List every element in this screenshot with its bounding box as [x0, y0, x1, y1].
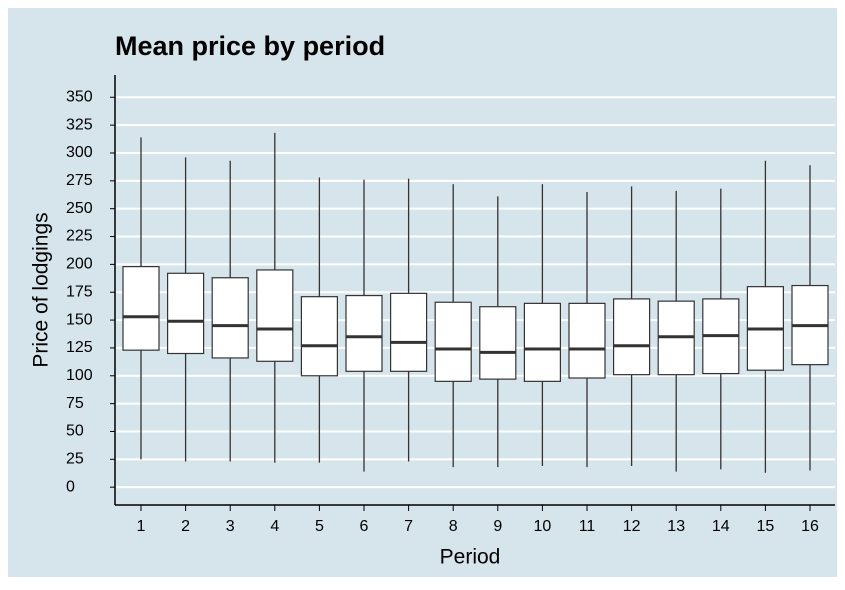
box [211, 277, 249, 359]
x-tick-label: 5 [315, 518, 324, 535]
y-tick-label: 325 [66, 116, 93, 133]
x-tick-label: 13 [667, 518, 685, 535]
box [479, 306, 517, 380]
y-tick-label: 300 [66, 144, 93, 161]
box [256, 269, 294, 362]
x-tick-label: 8 [449, 518, 458, 535]
box [612, 298, 651, 376]
x-tick-label: 15 [757, 518, 775, 535]
box [568, 302, 606, 379]
y-tick-label: 0 [66, 478, 75, 495]
x-tick-label: 12 [623, 518, 641, 535]
x-tick-label: 10 [534, 518, 552, 535]
y-tick-label: 50 [66, 423, 84, 440]
box [167, 272, 205, 355]
y-tick-label: 100 [66, 367, 93, 384]
x-tick-label: 1 [137, 518, 146, 535]
box [122, 266, 160, 351]
x-axis-label: Period [440, 546, 501, 569]
box [523, 302, 562, 382]
y-tick-label: 75 [66, 395, 84, 412]
box [434, 301, 472, 382]
x-tick-label: 7 [404, 518, 413, 535]
y-tick-label: 200 [66, 256, 93, 273]
x-tick-label: 3 [226, 518, 235, 535]
x-tick-label: 9 [493, 518, 502, 535]
y-tick-label: 350 [66, 88, 93, 105]
chart-title: Mean price by period [115, 31, 385, 61]
y-tick-label: 125 [66, 339, 93, 356]
x-tick-label: 2 [181, 518, 190, 535]
y-tick-label: 175 [66, 283, 93, 300]
y-tick-label: 275 [66, 172, 93, 189]
x-tick-label: 16 [801, 518, 819, 535]
y-tick-label: 225 [66, 228, 93, 245]
box [390, 292, 428, 372]
y-axis-label: Price of lodgings [30, 212, 53, 367]
x-tick-label: 11 [579, 518, 596, 535]
box [345, 294, 383, 372]
box [300, 296, 338, 377]
y-tick-label: 25 [66, 451, 84, 468]
x-tick-label: 14 [712, 518, 730, 535]
x-tick-label: 4 [270, 518, 279, 535]
y-tick-label: 250 [66, 200, 93, 217]
y-tick-label: 150 [66, 311, 93, 328]
x-tick-label: 6 [360, 518, 369, 535]
